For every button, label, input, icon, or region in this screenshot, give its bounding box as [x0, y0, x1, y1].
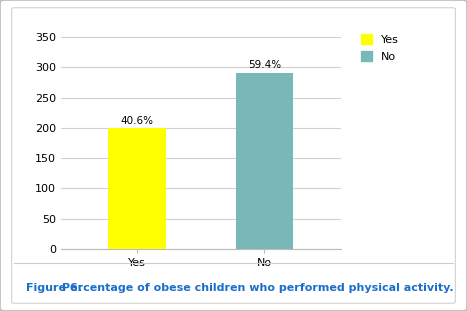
Text: 40.6%: 40.6% — [120, 116, 154, 126]
Text: 59.4%: 59.4% — [248, 60, 281, 70]
Bar — [236, 73, 293, 249]
Text: Percentage of obese children who performed physical activity.: Percentage of obese children who perform… — [62, 283, 453, 293]
Bar — [108, 128, 166, 249]
Legend: Yes, No: Yes, No — [358, 30, 402, 65]
Text: Figure 6:: Figure 6: — [26, 283, 86, 293]
